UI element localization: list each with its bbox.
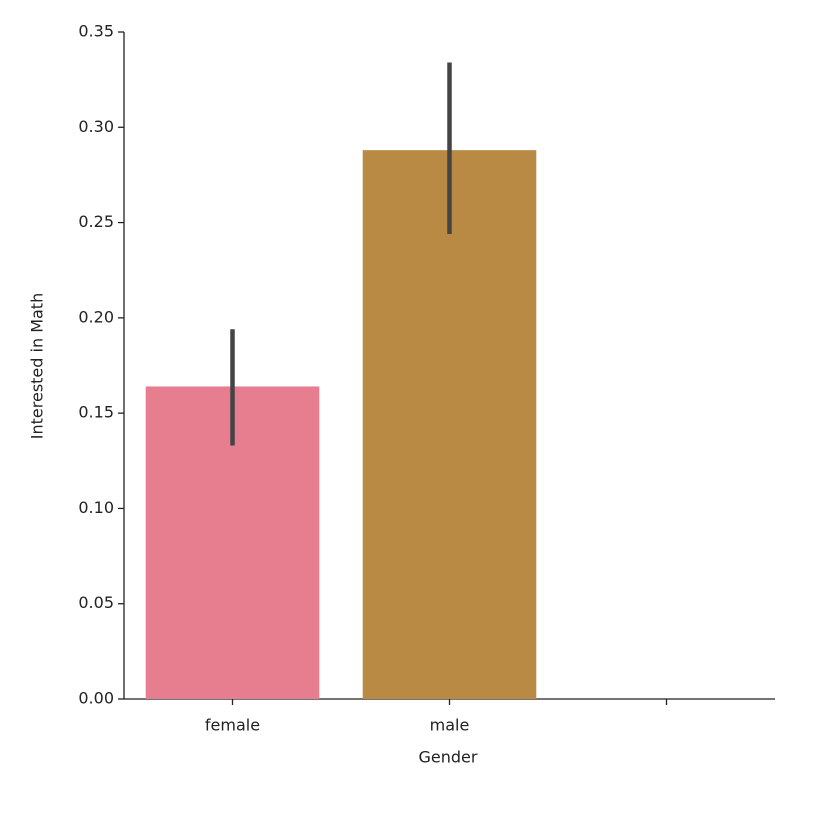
y-tick-label: 0.15 bbox=[78, 403, 114, 422]
bar bbox=[362, 150, 537, 699]
y-tick-label: 0.00 bbox=[78, 689, 114, 708]
y-axis-label: Interested in Math bbox=[28, 293, 47, 439]
x-axis-label: Gender bbox=[419, 748, 478, 767]
y-tick-label: 0.05 bbox=[78, 593, 114, 612]
x-tick-label: female bbox=[205, 716, 260, 735]
x-tick-label: male bbox=[430, 716, 470, 735]
y-tick-label: 0.30 bbox=[78, 117, 114, 136]
y-tick-label: 0.20 bbox=[78, 307, 114, 326]
y-tick-label: 0.10 bbox=[78, 498, 114, 517]
y-tick-label: 0.35 bbox=[78, 22, 114, 41]
y-tick-label: 0.25 bbox=[78, 212, 114, 231]
